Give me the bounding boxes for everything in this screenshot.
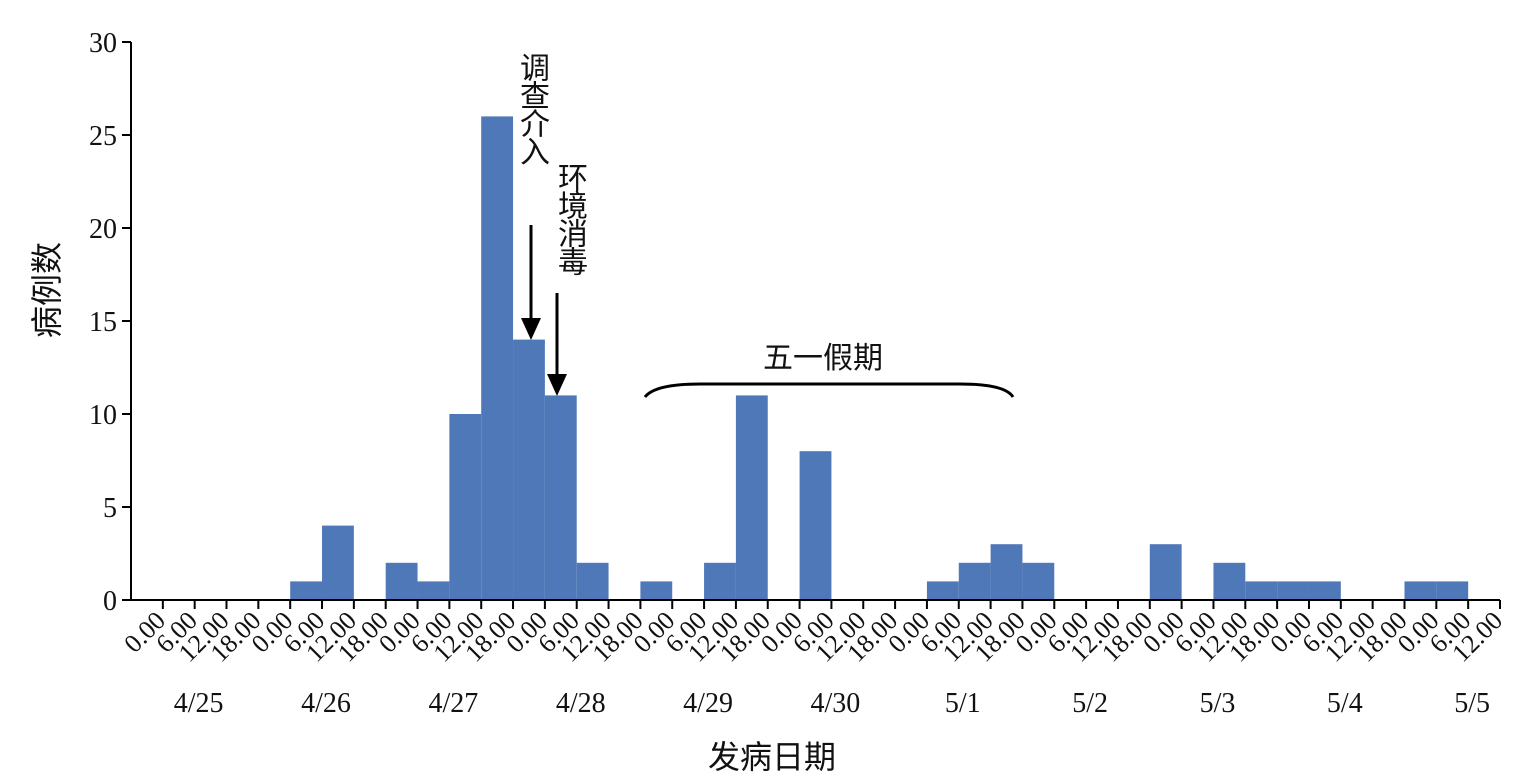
y-tick-label: 20	[89, 214, 117, 245]
date-label: 4/30	[811, 688, 861, 719]
bar	[926, 581, 959, 600]
bar	[990, 544, 1023, 600]
date-label: 5/1	[945, 688, 981, 719]
y-tick-label: 10	[89, 400, 117, 431]
bar	[1277, 581, 1309, 600]
bar	[704, 562, 736, 600]
date-label: 4/29	[683, 688, 733, 719]
bar	[481, 116, 514, 601]
date-label: 4/28	[556, 688, 606, 719]
bar	[1404, 581, 1437, 600]
annotation-arrows	[521, 225, 567, 396]
annotation: 五一假期	[763, 342, 883, 375]
annotation: 环境消毒	[553, 162, 586, 274]
bar	[576, 562, 609, 600]
date-label: 4/26	[301, 688, 351, 719]
bar	[417, 581, 450, 600]
y-tick-label: 5	[103, 493, 117, 524]
bar	[1308, 581, 1341, 600]
y-tick-label: 15	[89, 307, 117, 338]
bar	[640, 581, 673, 600]
bar	[799, 451, 832, 600]
bar	[290, 581, 323, 600]
date-label: 5/3	[1200, 688, 1236, 719]
y-tick-label: 25	[89, 121, 117, 152]
date-label: 5/4	[1327, 688, 1363, 719]
date-label: 4/25	[174, 688, 224, 719]
date-label: 4/27	[428, 688, 478, 719]
bar	[544, 395, 577, 600]
bar	[735, 395, 768, 600]
bar	[1213, 562, 1246, 600]
bar	[449, 414, 482, 600]
arrow-head	[521, 318, 541, 340]
arrow-head	[547, 374, 567, 396]
bar	[1022, 562, 1055, 600]
y-axis-label: 病例数	[29, 242, 65, 338]
y-tick-label: 0	[103, 586, 117, 617]
bar	[513, 339, 545, 600]
bar	[385, 562, 418, 600]
holiday-bracket	[643, 382, 1015, 399]
date-label: 5/5	[1454, 688, 1490, 719]
bar	[322, 525, 354, 600]
y-tick-label: 30	[89, 28, 117, 59]
bar	[958, 562, 991, 600]
bar	[1436, 581, 1469, 600]
x-axis-label: 发病日期	[708, 739, 836, 775]
annotation: 调查介入	[515, 52, 548, 164]
bar	[1149, 544, 1182, 600]
date-label: 5/2	[1072, 688, 1108, 719]
bar	[1245, 581, 1278, 600]
